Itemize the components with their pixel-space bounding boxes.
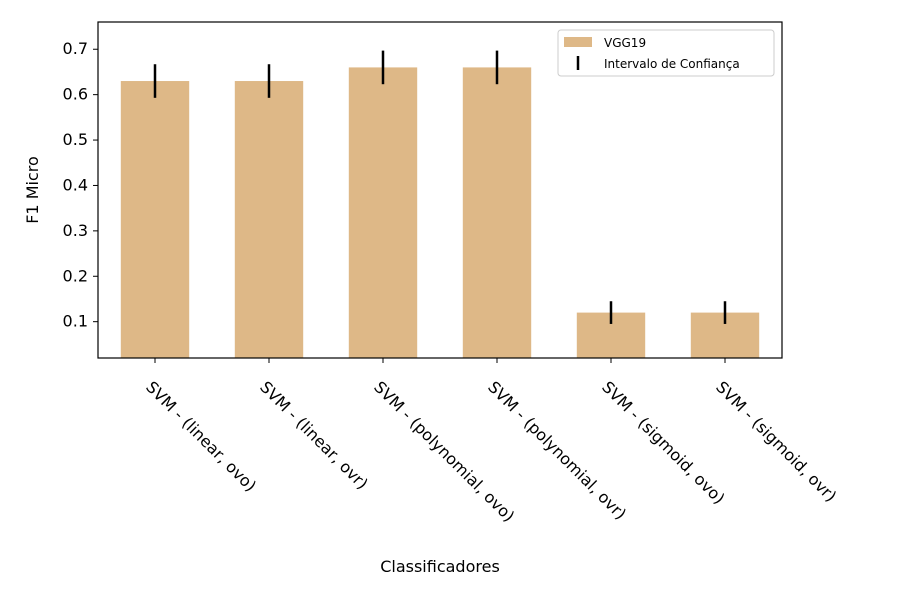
bar <box>234 81 304 358</box>
x-axis-label: Classificadores <box>380 557 500 576</box>
bars-layer <box>120 67 760 359</box>
errorbars-layer <box>153 50 727 324</box>
bar <box>120 81 190 358</box>
y-tick-label: 0.3 <box>63 221 88 240</box>
x-axis: SVM - (linear, ovo)SVM - (linear, ovr) SV… <box>142 358 840 526</box>
x-tick-label: SVM - (linear, ovo) <box>142 377 260 495</box>
x-tick-label: SVM - (sigmoid, ovr) <box>712 377 840 505</box>
legend-swatch-vgg19 <box>564 37 592 47</box>
y-tick-label: 0.1 <box>63 312 88 331</box>
y-axis-label: F1 Micro <box>23 156 42 224</box>
legend-entry-confidence-interval: Intervalo de Confiança <box>604 57 740 71</box>
x-tick-label: SVM - (linear, ovr) <box>256 377 372 493</box>
legend-entry-vgg19: VGG19 <box>604 36 646 50</box>
legend-box <box>557 29 775 77</box>
y-tick-label: 0.7 <box>63 39 88 58</box>
y-tick-label: 0.6 <box>63 85 88 104</box>
y-axis: 0.1 0.2 0.3 0.4 0.5 0.6 0.7 <box>63 39 98 331</box>
plot-frame <box>97 21 783 359</box>
y-tick-label: 0.4 <box>63 175 88 194</box>
bar <box>348 67 418 359</box>
y-tick-label: 0.5 <box>63 130 88 149</box>
y-tick-label: 0.2 <box>63 266 88 285</box>
x-tick-label: SVM - (sigmoid, ovo) <box>598 377 728 507</box>
legend: VGG19 Intervalo de Confiança <box>557 29 775 77</box>
bar <box>462 67 532 359</box>
